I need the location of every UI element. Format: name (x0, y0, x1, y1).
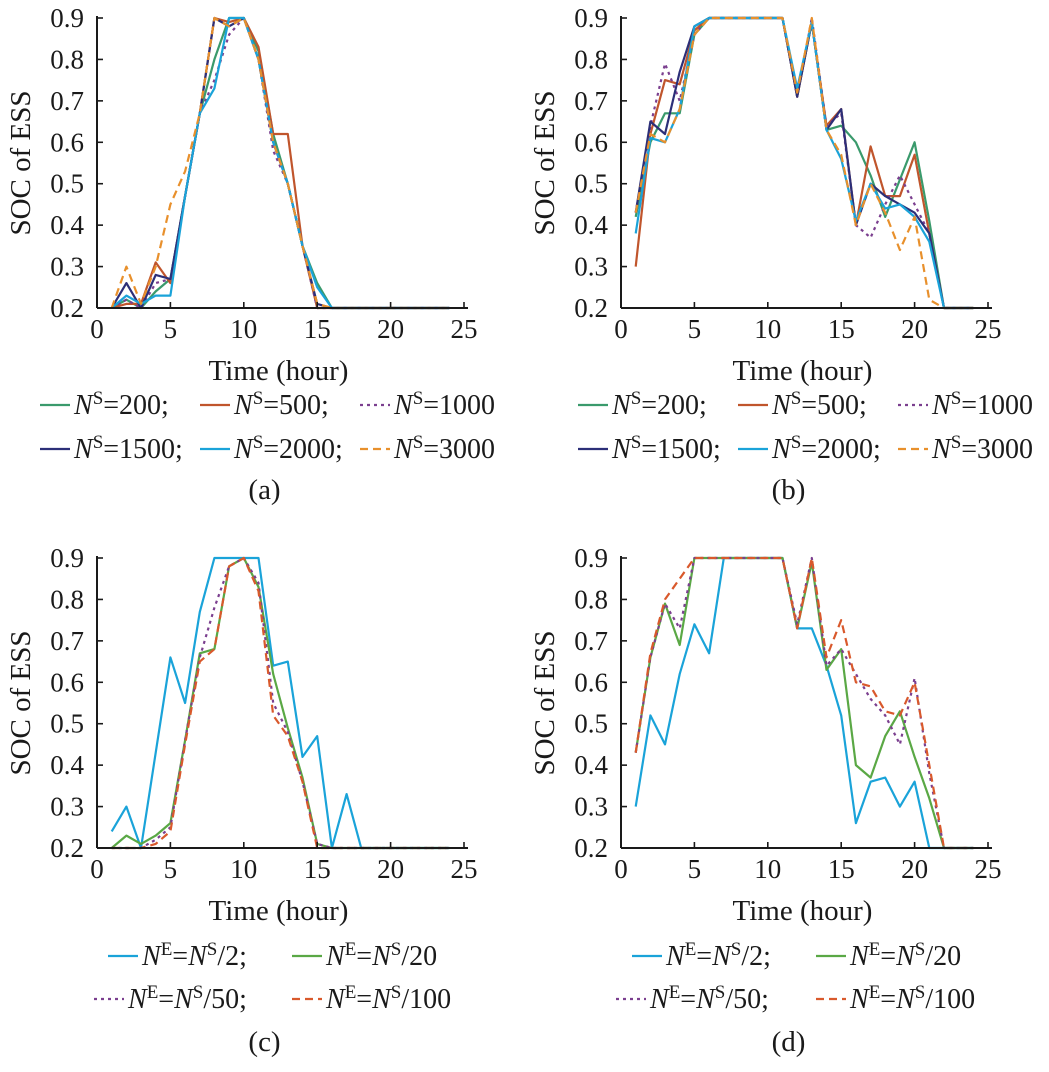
y-tick-label: 0.6 (574, 127, 608, 157)
x-tick-label: 5 (164, 314, 178, 344)
x-tick-label: 10 (754, 314, 781, 344)
legend-entry: NE=NS/2; (141, 939, 247, 972)
y-tick-label: 0.7 (50, 626, 84, 656)
legend-entry: NS=2000; (233, 432, 343, 465)
panel-caption: (c) (248, 1026, 280, 1058)
legend-entry: NE=NS/50; (127, 982, 247, 1015)
legend-entry: NE=NS/100 (849, 982, 975, 1015)
y-axis-label: SOC of ESS (5, 90, 37, 235)
legend-entry: NS=500; (233, 388, 329, 421)
chart-panel-b: 0 5 10 15 20 25 0.2 0.3 0.4 0.5 0.6 0.7 0.8 0.9 Time (… (529, 3, 1033, 506)
y-axis-label: SOC of ESS (5, 630, 37, 775)
series-line-2 (634, 556, 974, 850)
legend-entry: NS=1000 (931, 388, 1033, 421)
legend-entry: NS=1000 (393, 388, 495, 421)
y-tick-label: 0.9 (574, 543, 608, 573)
y-tick-label: 0.2 (50, 833, 84, 863)
x-tick-label: 10 (230, 854, 257, 884)
legend-entry: NS=500; (771, 388, 867, 421)
x-tick-label: 10 (754, 854, 781, 884)
x-tick-label: 15 (304, 854, 331, 884)
x-tick-label: 10 (230, 314, 257, 344)
x-tick-label: 0 (614, 854, 628, 884)
y-tick-label: 0.2 (50, 293, 84, 323)
chart-panel-a: 0 5 10 15 20 25 0.2 0.3 0.4 0.5 0.6 0.7 0.8 0.9 Time (… (5, 3, 495, 506)
y-tick-label: 0.8 (574, 584, 608, 614)
y-tick-label: 0.3 (50, 792, 84, 822)
legend-entry: NE=NS/100 (325, 982, 451, 1015)
x-axis-label: Time (hour) (733, 355, 873, 387)
y-tick-label: 0.9 (574, 3, 608, 33)
x-tick-label: 15 (828, 314, 855, 344)
y-tick-label: 0.6 (50, 667, 84, 697)
x-tick-label: 0 (614, 314, 628, 344)
legend-entry: NE=NS/2; (665, 939, 771, 972)
x-tick-label: 0 (90, 854, 104, 884)
chart-panel-c: 0 5 10 15 20 25 0.2 0.3 0.4 0.5 0.6 0.7 0.8 0.9 Time (… (5, 543, 478, 1058)
y-tick-label: 0.8 (574, 44, 608, 74)
x-tick-label: 25 (975, 854, 1002, 884)
legend-entry: NE=NS/20 (325, 939, 437, 972)
legend-entry: NS=200; (73, 388, 169, 421)
x-tick-label: 20 (901, 314, 928, 344)
legend-entry: NS=3000 (393, 432, 495, 465)
x-tick-label: 0 (90, 314, 104, 344)
y-tick-label: 0.6 (50, 127, 84, 157)
series-line-1 (634, 556, 974, 850)
series-line-6 (110, 16, 450, 310)
panel-caption: (b) (772, 474, 806, 506)
y-tick-label: 0.8 (50, 584, 84, 614)
y-tick-label: 0.5 (50, 169, 84, 199)
legend-entry: NS=200; (611, 388, 707, 421)
y-tick-label: 0.4 (50, 750, 84, 780)
y-axis-label: SOC of ESS (529, 630, 561, 775)
y-tick-label: 0.4 (574, 750, 608, 780)
y-tick-label: 0.5 (574, 169, 608, 199)
y-tick-label: 0.5 (574, 709, 608, 739)
legend-entry: NE=NS/50; (649, 982, 769, 1015)
x-axis-label: Time (hour) (209, 895, 349, 927)
y-tick-label: 0.7 (574, 626, 608, 656)
panel-caption: (d) (772, 1026, 806, 1058)
legend-entry: NS=2000; (771, 432, 881, 465)
panel-caption: (a) (248, 474, 280, 506)
y-tick-label: 0.3 (50, 252, 84, 282)
y-tick-label: 0.6 (574, 667, 608, 697)
x-axis-label: Time (hour) (209, 355, 349, 387)
x-tick-label: 5 (688, 854, 702, 884)
x-tick-label: 20 (377, 854, 404, 884)
x-axis-label: Time (hour) (733, 895, 873, 927)
x-tick-label: 25 (451, 314, 478, 344)
x-tick-label: 25 (451, 854, 478, 884)
series-line-6 (634, 16, 974, 310)
y-tick-label: 0.7 (50, 86, 84, 116)
y-tick-label: 0.3 (574, 792, 608, 822)
legend-entry: NS=1500; (73, 432, 183, 465)
y-tick-label: 0.2 (574, 833, 608, 863)
y-tick-label: 0.3 (574, 252, 608, 282)
x-tick-label: 15 (304, 314, 331, 344)
legend-entry: NS=1500; (611, 432, 721, 465)
y-tick-label: 0.9 (50, 543, 84, 573)
y-tick-label: 0.5 (50, 709, 84, 739)
y-tick-label: 0.4 (50, 210, 84, 240)
x-tick-label: 20 (377, 314, 404, 344)
y-tick-label: 0.8 (50, 44, 84, 74)
legend-entry: NE=NS/20 (849, 939, 961, 972)
series-line-3 (634, 16, 974, 310)
legend-entry: NS=3000 (931, 432, 1033, 465)
chart-panel-d: 0 5 10 15 20 25 0.2 0.3 0.4 0.5 0.6 0.7 0.8 0.9 Time (… (529, 543, 1002, 1058)
x-tick-label: 5 (688, 314, 702, 344)
x-tick-label: 15 (828, 854, 855, 884)
y-tick-label: 0.4 (574, 210, 608, 240)
y-axis-label: SOC of ESS (529, 90, 561, 235)
x-tick-label: 25 (975, 314, 1002, 344)
x-tick-label: 20 (901, 854, 928, 884)
y-tick-label: 0.7 (574, 86, 608, 116)
y-tick-label: 0.9 (50, 3, 84, 33)
series-line-4 (634, 556, 974, 850)
x-tick-label: 5 (164, 854, 178, 884)
y-tick-label: 0.2 (574, 293, 608, 323)
